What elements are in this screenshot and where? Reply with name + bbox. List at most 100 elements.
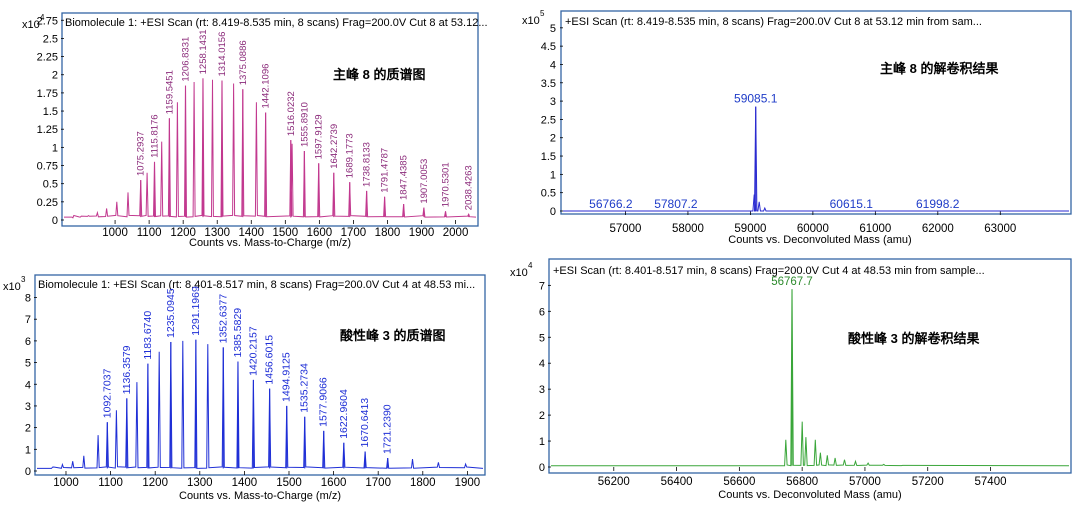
y-scale-label: x10 (22, 19, 40, 31)
peak-label: 1689.1773 (345, 133, 356, 178)
x-axis-label: Counts vs. Mass-to-Charge (m/z) (179, 490, 341, 502)
peak-label: 1075.2937 (136, 131, 147, 176)
x-tick-label: 56600 (723, 476, 755, 488)
peak-label: 1352.6377 (217, 294, 229, 344)
panel-frame (548, 258, 1072, 474)
panel-deconv-acidic-peak-3: x10 4 +ESI Scan (rt: 8.401-8.517 min, 8 … (510, 258, 1072, 501)
peak-label: 1970.5301 (441, 162, 452, 207)
y-tick-label: 2.5 (541, 114, 556, 126)
peak-label: 1420.2157 (247, 326, 259, 376)
x-axis-label: Counts vs. Deconvoluted Mass (amu) (728, 234, 911, 246)
y-tick-label: 3 (550, 96, 556, 108)
y-tick-label: 7 (25, 314, 31, 326)
panel-frame (61, 12, 479, 227)
y-tick-label: 3 (539, 384, 545, 396)
peak-label: 1847.4385 (399, 155, 410, 200)
panel-title: +ESI Scan (rt: 8.419-8.535 min, 8 scans)… (565, 16, 982, 28)
y-tick-label: 8 (25, 293, 31, 305)
plot-area: 0 0.25 0.5 0.75 1 1.25 1.5 1.75 2 2.25 2.5 2.75 1000… (37, 15, 477, 239)
y-scale-exponent: 5 (540, 9, 545, 18)
x-tick-label: 1600 (321, 477, 347, 489)
peak-label: 1494.9125 (281, 352, 293, 402)
x-tick-label: 1700 (365, 477, 391, 489)
x-tick-label: 1400 (232, 477, 258, 489)
plot-area: 0 1 2 3 4 5 6 7 56200 56400 56600 56800 57000 57200 57… (539, 276, 1070, 488)
panel-title: Biomolecule 1: +ESI Scan (rt: 8.401-8.51… (38, 279, 475, 291)
x-tick-label: 1500 (273, 227, 299, 239)
plot-area: 0 1 2 3 4 5 6 7 8 1000 1100 1200 1300 1400 1500 1600 170… (25, 286, 484, 489)
x-tick-label: 1900 (455, 477, 481, 489)
x-tick-label: 57200 (912, 476, 944, 488)
panel-frame (560, 10, 1072, 215)
x-tick-label: 1300 (204, 227, 230, 239)
panel-annotation: 主峰 8 的解卷积结果 (880, 61, 998, 76)
y-tick-label: 0 (550, 206, 556, 218)
x-tick-label: 1000 (53, 477, 79, 489)
y-scale-exponent: 4 (528, 261, 533, 270)
peak-label: 1235.0945 (165, 288, 177, 338)
panel-title: +ESI Scan (rt: 8.401-8.517 min, 8 scans)… (553, 265, 985, 277)
y-tick-label: 2.75 (37, 15, 58, 27)
y-tick-label: 2 (52, 70, 58, 82)
panel-annotation: 酸性峰 3 的解卷积结果 (848, 331, 979, 346)
y-tick-label: 0 (52, 215, 58, 227)
peak-label: 59085.1 (734, 92, 778, 106)
x-tick-label: 2000 (443, 227, 469, 239)
y-tick-label: 3 (25, 401, 31, 413)
y-tick-label: 1 (52, 142, 58, 154)
peak-label: 1907.0053 (419, 159, 430, 204)
y-tick-label: 7 (539, 280, 545, 292)
x-tick-label: 57400 (975, 476, 1007, 488)
peak-label: 56767.7 (771, 276, 813, 288)
peak-label: 2038.4263 (464, 165, 475, 210)
panel-mz-main-peak-8: x10 4 Biomolecule 1: +ESI Scan (rt: 8.41… (22, 12, 488, 249)
x-axis-label: Counts vs. Mass-to-Charge (m/z) (189, 237, 351, 249)
peak-label: 1206.8331 (181, 37, 192, 82)
y-tick-label: 0 (25, 466, 31, 478)
peak-label: 1597.9129 (314, 114, 325, 159)
x-tick-label: 61000 (859, 223, 891, 235)
peak-label: 1738.8133 (362, 142, 373, 187)
baseline-peak-label: 56766.2 (589, 197, 633, 211)
y-scale-exponent: 4 (40, 13, 45, 22)
x-tick-label: 1600 (307, 227, 333, 239)
y-tick-label: 0.5 (541, 188, 556, 200)
x-tick-label: 56800 (786, 476, 818, 488)
panel-annotation: 主峰 8 的质谱图 (333, 67, 425, 82)
x-axis-label: Counts vs. Deconvoluted Mass (amu) (718, 489, 901, 501)
x-tick-label: 1500 (276, 477, 302, 489)
x-tick-label: 62000 (922, 223, 954, 235)
y-tick-label: 1 (25, 444, 31, 456)
baseline-peak-label: 57807.2 (654, 197, 698, 211)
x-tick-label: 1700 (341, 227, 367, 239)
x-tick-label: 56200 (598, 476, 630, 488)
y-tick-label: 6 (25, 336, 31, 348)
peak-label: 1555.8910 (299, 102, 310, 147)
y-tick-label: 2 (25, 423, 31, 435)
panel-mz-acidic-peak-3: x10 3 Biomolecule 1: +ESI Scan (rt: 8.40… (3, 274, 486, 502)
peak-label: 1535.2734 (299, 363, 311, 413)
x-tick-label: 1800 (375, 227, 401, 239)
peak-label: 1291.1969 (190, 286, 202, 336)
y-tick-label: 1.5 (43, 106, 58, 118)
y-tick-label: 3.5 (541, 78, 556, 90)
y-scale-exponent: 3 (21, 275, 26, 284)
x-tick-label: 1100 (137, 227, 162, 239)
peak-label: 1791.4787 (380, 148, 391, 193)
y-tick-label: 0.25 (37, 197, 58, 209)
y-tick-label: 1.5 (541, 151, 556, 163)
x-tick-label: 1000 (102, 227, 128, 239)
peak-label: 1136.3579 (121, 345, 133, 394)
peak-label: 1385.5829 (232, 308, 244, 358)
y-tick-label: 1.25 (37, 124, 58, 136)
peak-label: 1183.6740 (142, 311, 154, 360)
baseline-peak-label: 61998.2 (916, 197, 960, 211)
plot-area: 0 0.5 1 1.5 2 2.5 3 3.5 4 4.5 5 57000 58000 59000 6000… (541, 23, 1069, 235)
spectrum-trace (551, 289, 1070, 467)
y-tick-label: 5 (550, 23, 556, 35)
y-tick-label: 0.75 (37, 161, 58, 173)
y-tick-label: 2.25 (37, 52, 58, 64)
y-tick-label: 1.75 (37, 88, 58, 100)
x-tick-label: 58000 (672, 223, 704, 235)
